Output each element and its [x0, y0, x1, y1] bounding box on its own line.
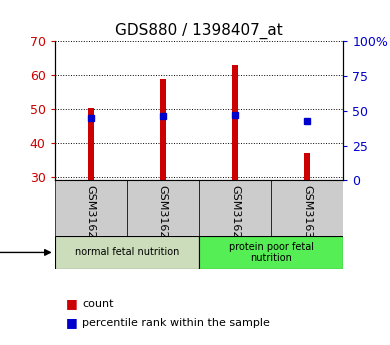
Bar — [127, 180, 199, 236]
Text: count: count — [82, 299, 113, 308]
Text: GSM31629: GSM31629 — [230, 185, 240, 245]
Bar — [55, 236, 199, 269]
Text: GSM31627: GSM31627 — [86, 185, 96, 245]
Bar — [199, 236, 343, 269]
Text: ■: ■ — [66, 297, 78, 310]
Text: protein poor fetal
nutrition: protein poor fetal nutrition — [229, 241, 314, 263]
Text: percentile rank within the sample: percentile rank within the sample — [82, 318, 270, 327]
Bar — [232, 65, 238, 180]
Bar — [304, 153, 310, 180]
Text: normal fetal nutrition: normal fetal nutrition — [74, 247, 179, 257]
Bar — [160, 79, 166, 180]
Text: GSM31630: GSM31630 — [302, 185, 312, 245]
Text: GSM31628: GSM31628 — [158, 185, 168, 245]
Bar — [199, 180, 271, 236]
Bar — [55, 180, 127, 236]
Bar — [88, 108, 94, 180]
Bar — [271, 180, 343, 236]
Title: GDS880 / 1398407_at: GDS880 / 1398407_at — [115, 22, 283, 39]
Text: ■: ■ — [66, 316, 78, 329]
